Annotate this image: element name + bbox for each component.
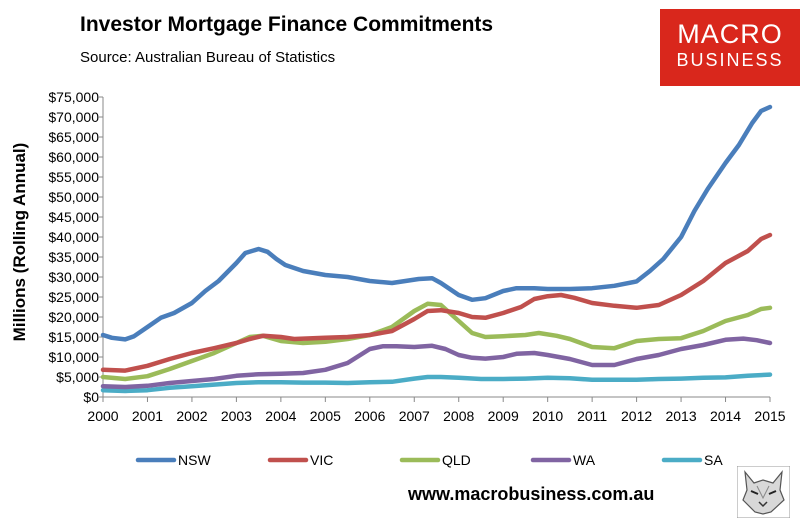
series-line-nsw <box>100 104 773 342</box>
legend-label-nsw: NSW <box>178 452 211 468</box>
x-tick-label: 2012 <box>621 408 652 424</box>
y-tick-label: $25,000 <box>48 289 99 305</box>
series-line-sa <box>100 372 773 394</box>
y-tick-label: $65,000 <box>48 129 99 145</box>
x-tick-label: 2009 <box>488 408 519 424</box>
wolf-logo-icon <box>737 466 790 518</box>
logo-line-1: MACRO <box>677 19 783 49</box>
chart-subtitle: Source: Australian Bureau of Statistics <box>80 49 336 66</box>
x-tick-label: 2003 <box>221 408 252 424</box>
y-tick-label: $0 <box>83 389 99 405</box>
x-tick-label: 2007 <box>399 408 430 424</box>
x-tick-label: 2002 <box>176 408 207 424</box>
chart-legend: NSW VIC QLD WA SA <box>135 452 723 468</box>
chart-axes <box>99 96 771 402</box>
x-tick-label: 2000 <box>87 408 118 424</box>
x-tick-label: 2005 <box>310 408 341 424</box>
macrobusiness-logo: MACRO BUSINESS <box>660 9 800 86</box>
y-tick-label: $35,000 <box>48 249 99 265</box>
legend-label-qld: QLD <box>442 452 471 468</box>
y-tick-label: $70,000 <box>48 109 99 125</box>
y-tick-label: $30,000 <box>48 269 99 285</box>
y-tick-label: $20,000 <box>48 309 99 325</box>
x-tick-label: 2008 <box>443 408 474 424</box>
legend-label-wa: WA <box>573 452 596 468</box>
logo-line-2: BUSINESS <box>676 50 784 70</box>
x-tick-label: 2014 <box>710 408 741 424</box>
y-axis-tick-labels: $0 $5,000 $10,000 $15,000 $20,000 $25,000 $30,… <box>48 89 99 405</box>
website-link[interactable]: www.macrobusiness.com.au <box>408 484 655 504</box>
legend-label-sa: SA <box>704 452 723 468</box>
y-tick-label: $5,000 <box>56 369 99 385</box>
x-tick-label: 2011 <box>577 408 607 424</box>
y-tick-label: $45,000 <box>48 209 99 225</box>
y-tick-label: $10,000 <box>48 349 99 365</box>
x-axis-tick-labels: 2000 2001 2002 2003 2004 2005 2006 2007 2008 2009… <box>87 408 785 424</box>
y-tick-label: $15,000 <box>48 329 99 345</box>
y-tick-label: $60,000 <box>48 149 99 165</box>
x-tick-label: 2001 <box>132 408 163 424</box>
y-axis-label: Millions (Rolling Annual) <box>10 143 29 342</box>
series-line-vic <box>100 232 773 373</box>
legend-label-vic: VIC <box>310 452 333 468</box>
x-tick-label: 2010 <box>532 408 563 424</box>
y-tick-label: $55,000 <box>48 169 99 185</box>
x-tick-label: 2004 <box>265 408 296 424</box>
x-tick-label: 2015 <box>754 408 785 424</box>
y-tick-label: $50,000 <box>48 189 99 205</box>
series-line-wa <box>100 336 773 390</box>
x-tick-label: 2013 <box>665 408 696 424</box>
series-line-qld <box>100 301 773 382</box>
x-tick-label: 2006 <box>354 408 385 424</box>
chart-title: Investor Mortgage Finance Commitments <box>80 13 494 36</box>
y-tick-label: $75,000 <box>48 89 99 105</box>
series-lines <box>100 104 773 394</box>
y-tick-label: $40,000 <box>48 229 99 245</box>
